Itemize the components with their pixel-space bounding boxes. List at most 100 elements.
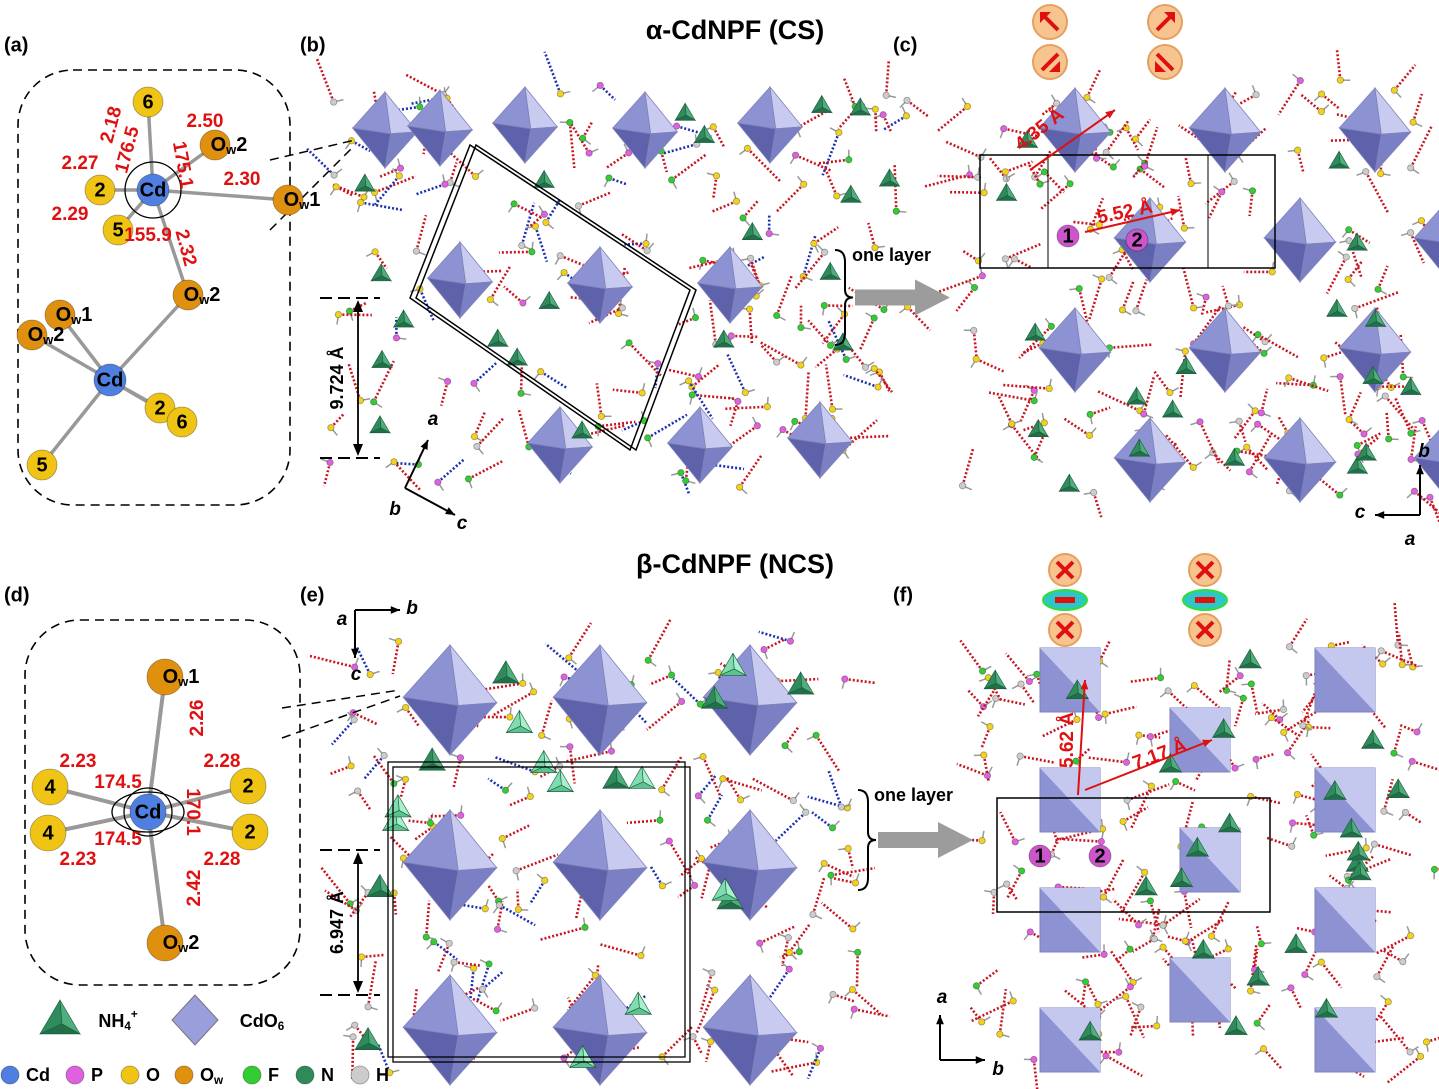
bond [515,853,559,872]
bond [1084,209,1181,233]
nh4-tetrahedron [506,725,534,733]
label-part: w [213,1074,224,1087]
atom [812,731,820,739]
bond [844,677,876,685]
atom [980,751,988,759]
atom [1090,488,1098,497]
cdo6-polyhedron [769,126,804,165]
atom [1253,1019,1261,1027]
legend-label: P [91,1065,103,1085]
nh4-tetrahedron [701,701,729,709]
cdo6-polyhedron [439,129,474,168]
bond [1128,1006,1143,1038]
cdo6-polyhedron [1113,417,1157,465]
cdo6-polyhedron [1315,768,1375,832]
bond [1393,64,1417,92]
atom-label: 4 [42,822,54,844]
atom [1088,844,1112,868]
atom [392,334,401,342]
bond [1348,228,1371,244]
atom [1164,687,1172,695]
bond [1040,718,1078,739]
atom [797,323,805,332]
bond [108,293,190,382]
bond [1288,376,1329,393]
cdo6-polyhedron [402,974,459,1036]
bond [1193,684,1220,709]
atom [712,172,721,180]
bond [621,233,648,252]
atom [540,210,548,218]
nh4-tetrahedron [1162,411,1184,418]
atom [327,424,335,432]
bond [708,300,718,345]
atom [456,754,465,762]
bond [988,157,1008,180]
title-alpha: α-CdNPF (CS) [646,15,825,45]
atom [498,835,506,843]
arrowhead [1080,680,1089,690]
brace [857,789,877,891]
atom [1098,275,1106,283]
atom [637,952,645,960]
bond-length: 2.23 [60,849,97,870]
cdo6-polyhedron [1263,197,1307,245]
atom [970,284,979,292]
nh4-tetrahedron [487,340,509,347]
atom [1086,410,1094,418]
atom [1260,349,1268,357]
bond [1296,149,1305,174]
nh4-tetrahedron [675,114,697,121]
cdo6-polyhedron [749,808,798,871]
atom [1008,420,1016,428]
atom [566,118,574,127]
nh4-tetrahedron [371,362,394,368]
atom [272,184,304,216]
axis-label: a [1405,529,1416,550]
bond [1186,918,1225,944]
unit-cell [415,143,697,452]
axis-label: a [337,609,348,630]
bond [1354,290,1400,310]
atom [422,933,430,941]
atom [597,412,606,420]
atom [566,743,574,751]
bond [659,150,669,173]
atom [795,948,803,956]
atom [334,310,343,319]
cdo6-polyhedron [491,86,532,130]
cdo6-polyhedron [1263,417,1307,465]
atom [1053,99,1061,107]
label-part: 4 [124,1020,131,1033]
cdo6-polyhedron [402,861,459,921]
cdo6-polyhedron [819,400,854,445]
bond [1124,996,1146,1039]
atom [1018,867,1026,875]
bond [475,417,505,448]
bond [1262,1047,1283,1070]
atom [699,753,707,761]
atom [1095,713,1103,722]
cdo6-polyhedron [566,246,607,290]
bond [1118,917,1164,927]
bond [628,341,662,377]
legend-label: Ow [200,1065,224,1087]
bond [146,811,167,944]
atom [992,694,1000,703]
atom [958,482,967,490]
bond [1411,760,1439,772]
bond [626,818,661,825]
bond [691,1036,703,1055]
bond [376,1042,391,1074]
bond [1392,728,1403,754]
atom [708,969,716,977]
bond [563,675,592,687]
atom [512,867,520,875]
atom [396,164,405,172]
legend-label: H [376,1065,389,1085]
bond [846,848,855,869]
bond [1095,985,1132,1015]
bond [605,151,630,169]
cdo6-polyhedron [1149,416,1187,465]
bond [1242,325,1266,343]
